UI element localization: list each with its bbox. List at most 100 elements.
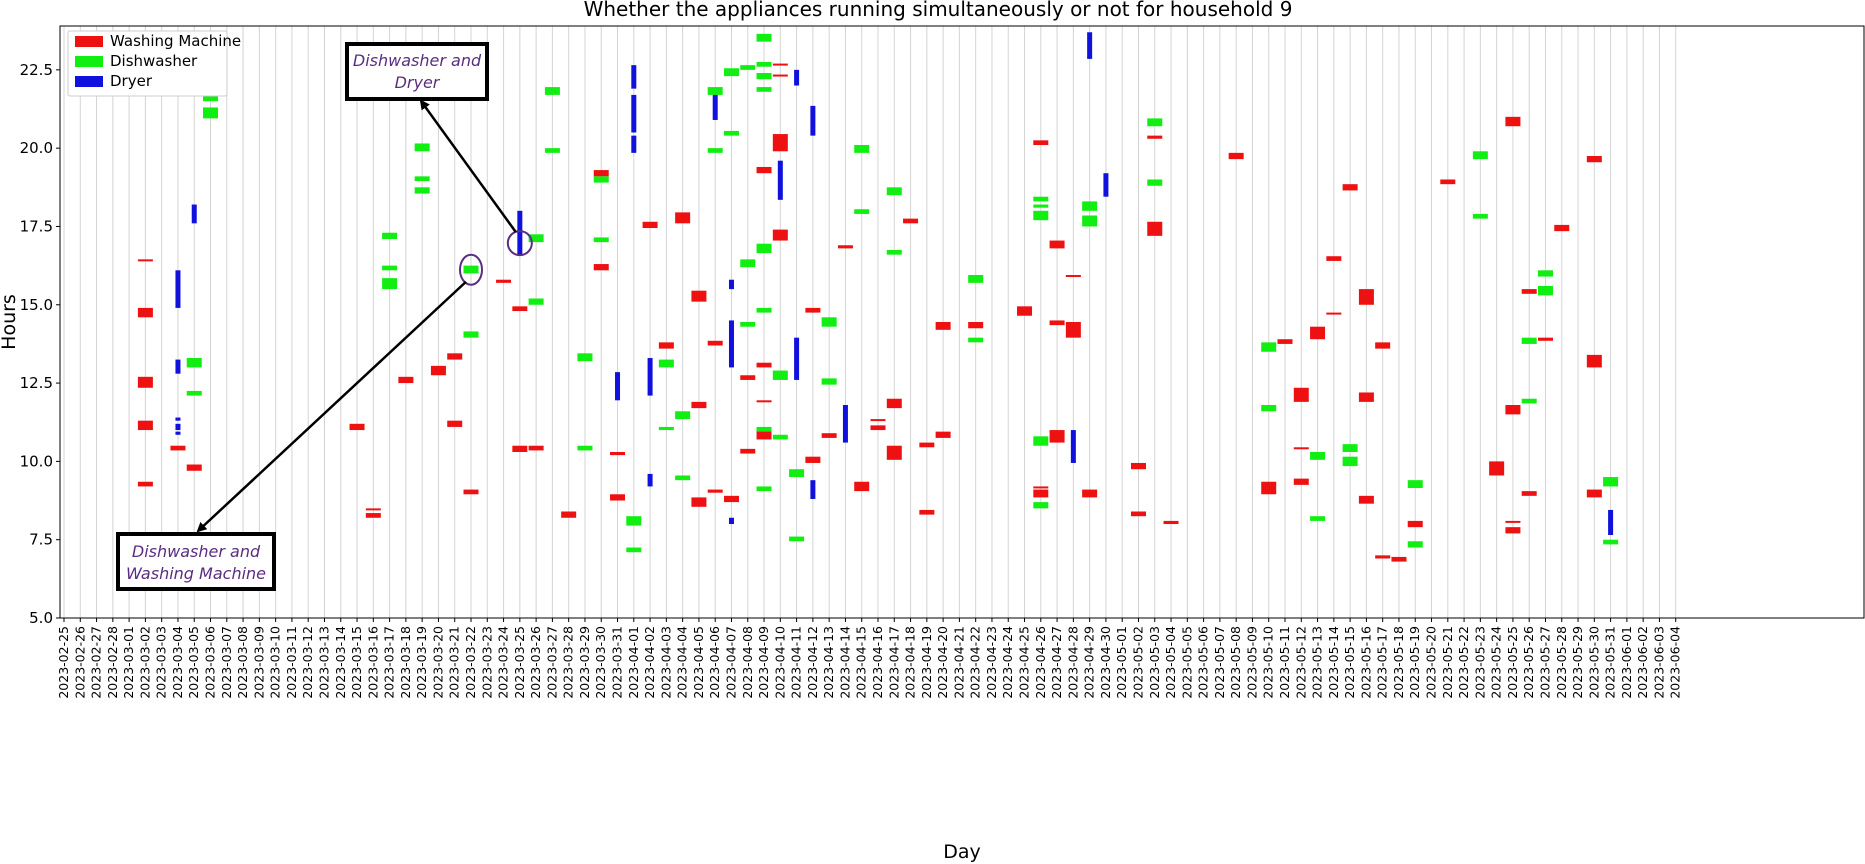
x-tick-label: 2023-06-01 [1619, 626, 1634, 699]
mark-dishwasher [1033, 196, 1049, 202]
mark-dishwasher [544, 148, 560, 153]
mark-washing-machine [398, 376, 414, 384]
mark-dishwasher [1407, 541, 1423, 548]
mark-washing-machine [1521, 289, 1537, 294]
x-tick-label: 2023-03-25 [512, 626, 527, 699]
mark-dishwasher [968, 337, 984, 343]
x-tick-label: 2023-04-14 [837, 626, 852, 699]
x-tick-label: 2023-03-13 [316, 626, 331, 699]
mark-dishwasher [1033, 436, 1049, 446]
mark-dishwasher [186, 358, 202, 368]
mark-dishwasher [707, 148, 723, 153]
x-tick-label: 2023-05-25 [1505, 626, 1520, 699]
data-marks [137, 32, 1619, 562]
mark-washing-machine [1049, 320, 1065, 326]
mark-washing-machine [463, 489, 479, 495]
mark-washing-machine [1537, 337, 1553, 341]
mark-washing-machine [1033, 486, 1049, 489]
x-tick-label: 2023-04-09 [756, 626, 771, 699]
mark-dishwasher [414, 143, 430, 152]
mark-washing-machine [658, 342, 674, 349]
mark-washing-machine [772, 63, 788, 66]
x-tick-label: 2023-05-04 [1163, 626, 1178, 699]
mark-dishwasher [886, 249, 902, 255]
mark-washing-machine [528, 445, 544, 451]
mark-dishwasher [463, 265, 479, 274]
vertical-gridlines [63, 26, 1677, 618]
y-tick-label: 15.0 [20, 296, 53, 314]
mark-washing-machine [1293, 447, 1309, 450]
mark-washing-machine [837, 245, 853, 249]
mark-washing-machine [593, 170, 609, 177]
x-tick-label: 2023-05-24 [1489, 626, 1504, 699]
y-tick-label: 20.0 [20, 139, 53, 157]
x-tick-label: 2023-04-21 [951, 626, 966, 699]
annotation-text-line1: Dishwasher and [132, 542, 261, 561]
mark-dishwasher [1261, 405, 1277, 412]
x-tick-label: 2023-03-11 [284, 626, 299, 699]
legend-swatch-dishwasher [75, 56, 103, 67]
mark-washing-machine [1440, 179, 1456, 185]
mark-dishwasher [886, 187, 902, 196]
mark-washing-machine [886, 445, 902, 460]
mark-washing-machine [1505, 405, 1521, 415]
legend-box [67, 30, 228, 97]
mark-dishwasher [854, 145, 870, 153]
mark-washing-machine [740, 375, 756, 380]
mark-washing-machine [349, 423, 365, 431]
mark-dishwasher [854, 209, 870, 214]
mark-washing-machine [1049, 430, 1065, 443]
annotation-text-line2: Dryer [395, 73, 441, 92]
x-tick-label: 2023-04-04 [675, 626, 690, 699]
y-tick-label: 22.5 [20, 61, 53, 79]
mark-washing-machine [870, 425, 886, 431]
x-tick-label: 2023-03-15 [349, 626, 364, 699]
mark-washing-machine [1033, 140, 1049, 146]
mark-dishwasher [1603, 539, 1619, 545]
mark-washing-machine [1505, 116, 1521, 127]
mark-washing-machine [137, 376, 153, 388]
mark-washing-machine [512, 445, 528, 452]
y-axis-label: Hours [0, 294, 20, 350]
x-tick-label: 2023-05-20 [1424, 626, 1439, 699]
x-tick-label: 2023-05-14 [1326, 626, 1341, 699]
mark-washing-machine [1375, 555, 1391, 559]
mark-washing-machine [1082, 489, 1098, 498]
mark-dishwasher [1521, 337, 1537, 344]
mark-washing-machine [1065, 322, 1081, 338]
mark-dishwasher [1033, 204, 1049, 208]
mark-washing-machine [1147, 135, 1163, 139]
mark-dryer [728, 320, 734, 368]
x-tick-label: 2023-02-27 [89, 626, 104, 699]
x-tick-label: 2023-03-07 [219, 626, 234, 699]
mark-washing-machine [447, 420, 463, 427]
mark-dryer [647, 358, 653, 396]
mark-washing-machine [186, 464, 202, 471]
mark-dryer [810, 480, 816, 499]
mark-dishwasher [1147, 118, 1163, 127]
highlight-circle-dishwasher-dryer [506, 230, 533, 257]
x-tick-label: 2023-03-04 [170, 626, 185, 699]
y-tick-label: 5.0 [29, 609, 53, 627]
mark-washing-machine [642, 221, 658, 229]
x-tick-label: 2023-04-20 [935, 626, 950, 699]
x-tick-label: 2023-03-14 [333, 626, 348, 699]
mark-dishwasher [626, 516, 642, 526]
mark-dishwasher [821, 378, 837, 385]
highlight-circle-dishwasher-washing-machine [459, 253, 483, 286]
x-tick-label: 2023-03-20 [430, 626, 445, 699]
mark-dishwasher [821, 317, 837, 327]
x-tick-label: 2023-05-11 [1277, 626, 1292, 699]
mark-dishwasher [414, 176, 430, 182]
mark-dryer [712, 94, 718, 120]
mark-dishwasher [1082, 201, 1098, 211]
mark-dishwasher [756, 72, 772, 80]
mark-washing-machine [919, 509, 935, 515]
annotation-arrows [196, 99, 533, 533]
mark-washing-machine [610, 494, 626, 501]
legend-label-washing-machine: Washing Machine [110, 32, 241, 50]
mark-washing-machine [903, 218, 919, 224]
mark-dryer [794, 69, 800, 86]
mark-washing-machine [1033, 489, 1049, 498]
mark-dryer [615, 372, 621, 401]
